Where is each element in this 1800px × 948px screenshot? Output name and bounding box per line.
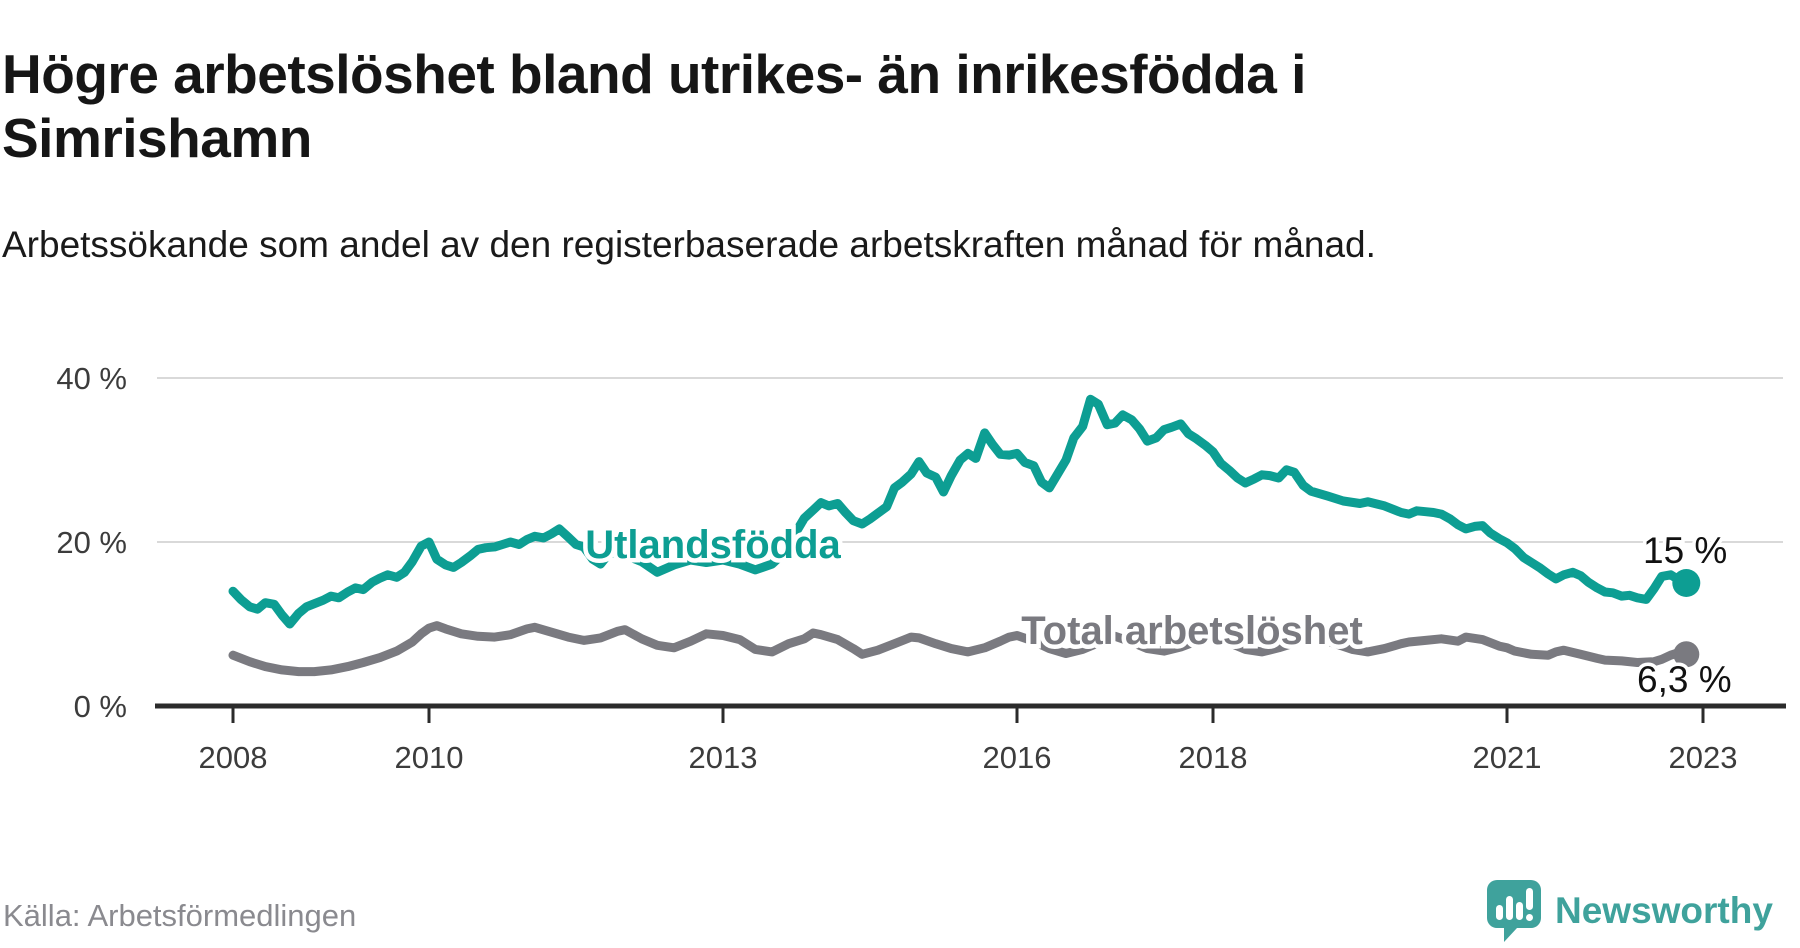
series-line-0 [228, 394, 1691, 629]
series-end-dot-1 [1673, 641, 1700, 668]
x-axis-label: 2010 [395, 740, 464, 775]
y-axis-label: 0 % [74, 689, 127, 724]
y-axis-label: 20 % [56, 525, 127, 560]
logo-bar-tall [1506, 896, 1513, 920]
series-label-1: Total arbetslöshet [1021, 609, 1363, 653]
newsworthy-logo-icon [1487, 880, 1541, 942]
x-axis-label: 2021 [1473, 740, 1542, 775]
x-axis-label: 2016 [983, 740, 1052, 775]
logo-exclamation-dot [1526, 914, 1533, 921]
x-axis-label: 2018 [1179, 740, 1248, 775]
series-end-dot-0 [1672, 569, 1701, 597]
y-axis-label: 40 % [56, 361, 127, 396]
series-label-0: Utlandsfödda [585, 523, 841, 567]
logo-exclamation-bar [1526, 888, 1533, 910]
chart-subtitle: Arbetssökande som andel av den registerb… [2, 224, 1376, 265]
x-axis-label: 2023 [1669, 740, 1738, 775]
newsworthy-logo[interactable]: Newsworthy [1485, 878, 1773, 944]
x-axis-label: 2008 [199, 740, 268, 775]
end-value-label-1: 6,3 % [1637, 659, 1732, 700]
newsworthy-logo-text: Newsworthy [1555, 890, 1773, 931]
x-axis-label: 2013 [689, 740, 758, 775]
source-note: Källa: Arbetsförmedlingen [3, 898, 357, 933]
page-title: Högre arbetslöshet bland utrikes- än inr… [2, 42, 1306, 169]
end-value-label-0: 15 % [1643, 530, 1727, 571]
series-line-1 [228, 621, 1691, 677]
logo-bar-small [1496, 905, 1503, 920]
logo-bar-medium [1516, 902, 1523, 920]
speech-bubble-shape [1487, 880, 1541, 942]
